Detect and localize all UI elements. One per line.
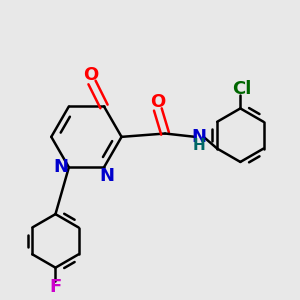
Text: O: O — [150, 93, 166, 111]
Text: N: N — [100, 167, 115, 184]
Text: N: N — [53, 158, 68, 176]
Text: N: N — [192, 128, 207, 146]
Text: O: O — [83, 66, 98, 84]
Text: Cl: Cl — [232, 80, 252, 98]
Text: F: F — [50, 278, 61, 296]
Text: H: H — [193, 138, 206, 153]
